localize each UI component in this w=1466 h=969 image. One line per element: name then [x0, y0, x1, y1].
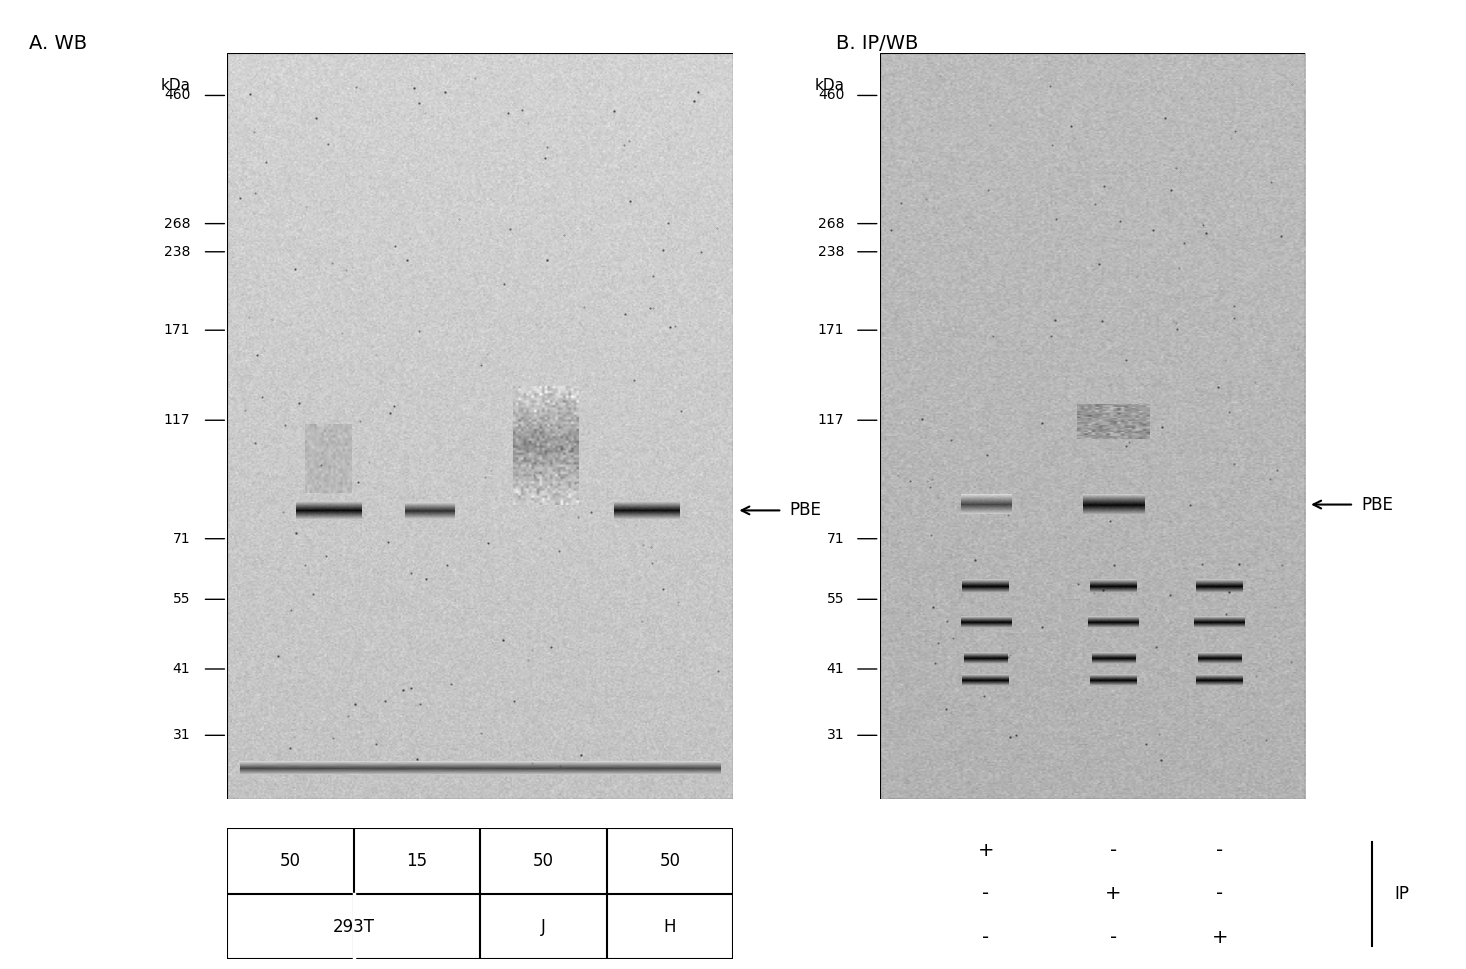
Text: 55: 55 [827, 592, 844, 607]
Text: +: + [1105, 885, 1121, 903]
Text: 460: 460 [164, 88, 191, 103]
Text: 117: 117 [818, 413, 844, 427]
Text: 50: 50 [532, 852, 554, 870]
Text: kDa: kDa [815, 78, 844, 93]
Text: 171: 171 [818, 324, 844, 337]
Text: 268: 268 [818, 217, 844, 231]
Text: 31: 31 [173, 729, 191, 742]
Text: 268: 268 [164, 217, 191, 231]
Text: 41: 41 [827, 662, 844, 676]
Text: -: - [1110, 927, 1117, 947]
Text: 71: 71 [173, 532, 191, 546]
Text: -: - [1217, 841, 1223, 860]
Text: -: - [982, 927, 990, 947]
Text: PBE: PBE [789, 501, 821, 519]
Text: +: + [1211, 927, 1229, 947]
Text: 71: 71 [827, 532, 844, 546]
Text: -: - [1217, 885, 1223, 903]
Text: 41: 41 [173, 662, 191, 676]
Text: H: H [664, 918, 676, 936]
Text: J: J [541, 918, 545, 936]
Text: 31: 31 [827, 729, 844, 742]
Text: -: - [982, 885, 990, 903]
Text: B. IP/WB: B. IP/WB [836, 34, 918, 53]
Text: 15: 15 [406, 852, 428, 870]
Text: 117: 117 [164, 413, 191, 427]
Text: IP: IP [1394, 885, 1409, 903]
Text: 50: 50 [660, 852, 680, 870]
Text: 55: 55 [173, 592, 191, 607]
Text: 50: 50 [280, 852, 301, 870]
Text: 238: 238 [164, 245, 191, 259]
Text: +: + [978, 841, 994, 860]
Text: -: - [1110, 841, 1117, 860]
Text: A. WB: A. WB [29, 34, 88, 53]
Text: 460: 460 [818, 88, 844, 103]
Text: 293T: 293T [333, 918, 375, 936]
Text: kDa: kDa [160, 78, 191, 93]
Text: 171: 171 [164, 324, 191, 337]
Text: PBE: PBE [1360, 495, 1393, 514]
Text: 238: 238 [818, 245, 844, 259]
